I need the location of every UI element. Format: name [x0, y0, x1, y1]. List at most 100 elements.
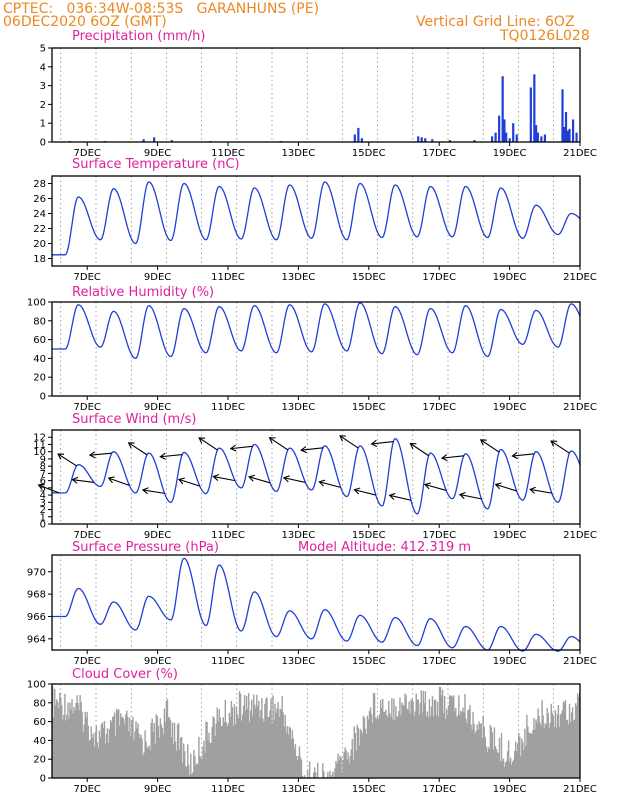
cloud-bar	[477, 729, 479, 778]
cloud-bar	[174, 741, 177, 778]
x-tick-label: 7DEC	[74, 402, 101, 413]
wind-arrow	[128, 442, 148, 456]
cloud-bar	[278, 717, 280, 778]
cloud-bar	[369, 707, 372, 778]
cloud-bar	[163, 708, 166, 778]
cloud-bar	[139, 738, 141, 778]
y-tick-label: 11	[33, 440, 46, 451]
cloud-bar	[379, 699, 382, 778]
cloud-bar	[266, 697, 268, 778]
cloud-bar	[335, 760, 337, 778]
cloud-bar	[512, 759, 515, 778]
cloud-bar	[474, 733, 476, 778]
x-tick-label: 13DEC	[282, 530, 316, 541]
wind-arrow-head	[370, 439, 378, 447]
cloud-bar	[56, 699, 58, 778]
cloud-bar	[97, 747, 100, 778]
wind-arrow-head	[57, 453, 65, 460]
x-tick-label: 21DEC	[563, 530, 597, 541]
cloud-bar	[205, 721, 207, 778]
surface-temperature-frame	[51, 175, 581, 267]
cloud-bar	[559, 714, 562, 778]
wind-arrow	[160, 454, 183, 458]
cloud-bar	[99, 737, 102, 778]
cloud-bar	[323, 771, 325, 778]
wind-arrow	[108, 477, 130, 486]
cloud-bar	[204, 752, 206, 778]
cloud-bar	[575, 705, 578, 778]
cloud-bar	[467, 710, 469, 778]
cloud-bar	[129, 717, 131, 778]
cloud-bar	[568, 703, 571, 778]
cloud-bar	[397, 716, 399, 778]
cloud-bar	[535, 719, 537, 778]
cloud-bar	[300, 759, 303, 778]
cloud-bar	[280, 709, 282, 778]
cloud-bar	[571, 707, 574, 778]
cloud-bar	[531, 733, 533, 778]
wind-arrow-head	[282, 475, 290, 483]
cloud-bar	[171, 722, 174, 778]
cloud-bar	[212, 716, 214, 778]
x-tick-label: 9DEC	[144, 272, 171, 283]
cloud-bar	[375, 718, 378, 778]
cloud-bar	[115, 708, 118, 778]
x-tick-label: 7DEC	[74, 530, 101, 541]
x-tick-label: 11DEC	[211, 656, 245, 667]
precipitation-title: Precipitation (mm/h)	[72, 29, 205, 44]
cloud-bar	[279, 708, 281, 778]
cloud-bar	[367, 719, 370, 778]
cloud-bar	[426, 711, 429, 778]
cloud-bar	[393, 698, 395, 778]
cloud-bar	[201, 759, 203, 778]
cloud-bar	[116, 710, 119, 778]
x-tick-label: 13DEC	[282, 784, 316, 795]
cloud-bar	[363, 717, 366, 778]
cloud-bar	[493, 727, 496, 778]
y-tick-label: 40	[33, 736, 46, 747]
wind-arrow-head	[107, 476, 115, 484]
cloud-bar	[293, 748, 296, 778]
wind-arrow-head	[494, 482, 502, 490]
y-tick-label: 0	[40, 392, 46, 403]
cloud-bar	[289, 727, 292, 778]
cloud-bar	[63, 714, 65, 778]
cloud-bar	[332, 771, 334, 778]
cloud-bar	[446, 714, 449, 778]
cloud-bar	[232, 725, 235, 778]
cloud-bar	[411, 698, 413, 778]
wind-arrow-head	[212, 473, 220, 481]
cloud-bar	[481, 737, 483, 778]
wind-arrow	[230, 445, 253, 450]
x-tick-label: 17DEC	[422, 148, 456, 159]
cloud-bar	[356, 724, 359, 778]
cloud-bar	[506, 751, 509, 778]
relative-humidity-title: Relative Humidity (%)	[72, 285, 214, 300]
precip-bar	[153, 137, 156, 142]
cloud-cover-panel: 0 20 40 60 80 100 7DEC 9DEC 11DEC 13DEC 15DEC 17DEC…	[27, 667, 597, 795]
cloud-bar	[440, 695, 443, 778]
x-tick-label: 11DEC	[211, 530, 245, 541]
cloud-bar	[169, 720, 172, 778]
cloud-bar	[191, 773, 193, 778]
cloud-bar	[533, 718, 535, 778]
cloud-bar	[228, 712, 231, 778]
cloud-bar	[514, 751, 516, 778]
cloud-bar	[144, 730, 146, 778]
cloud-bar	[107, 742, 110, 778]
precip-bar	[508, 138, 511, 142]
cloud-bar	[549, 722, 551, 778]
cloud-bar	[184, 751, 186, 778]
wind-arrow	[319, 481, 341, 488]
y-tick-label: 968	[27, 590, 46, 601]
cloud-bar	[548, 727, 550, 778]
cloud-bar	[223, 722, 226, 778]
x-tick-label: 9DEC	[144, 656, 171, 667]
cloud-bar	[536, 722, 538, 778]
cloud-bar	[161, 727, 164, 778]
cloud-bar	[539, 722, 541, 778]
header-model-id: TQ0126L028	[499, 28, 590, 44]
cloud-bar	[429, 715, 432, 778]
wind-arrow	[89, 452, 112, 456]
cloud-bar	[60, 698, 62, 778]
